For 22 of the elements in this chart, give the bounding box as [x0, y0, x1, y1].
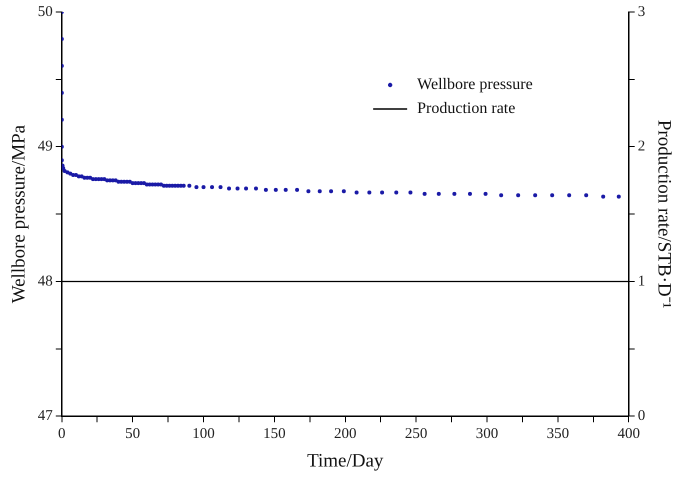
y-tick-label: 50	[38, 4, 53, 20]
x-tick-label: 300	[476, 426, 498, 442]
y-axis-title: Wellbore pressure/MPa	[8, 124, 30, 304]
x-tick-label: 100	[192, 426, 215, 442]
y-tick-label: 48	[38, 273, 53, 290]
y2-tick-label: 3	[638, 4, 646, 20]
x-tick-label: 400	[617, 426, 640, 442]
legend-label: Production rate	[417, 100, 516, 118]
x-tick-label: 150	[263, 426, 286, 442]
x-tick-label: 0	[58, 426, 66, 442]
x-tick-label: 250	[404, 426, 428, 442]
y2-tick-label: 0	[638, 408, 646, 424]
legend-label: Wellbore pressure	[417, 76, 533, 94]
y2-tick-label: 2	[638, 138, 646, 155]
y-tick-label: 49	[38, 138, 53, 155]
y2-axis-title: Production rate/STB·D⁻¹	[654, 120, 675, 309]
x-axis-title: Time/Day	[307, 450, 384, 472]
y2-tick-label: 1	[638, 273, 646, 290]
y-tick-label: 47	[38, 408, 54, 424]
x-tick-label: 50	[125, 426, 140, 442]
x-tick-label: 200	[334, 426, 356, 442]
x-tick-label: 350	[546, 426, 570, 442]
